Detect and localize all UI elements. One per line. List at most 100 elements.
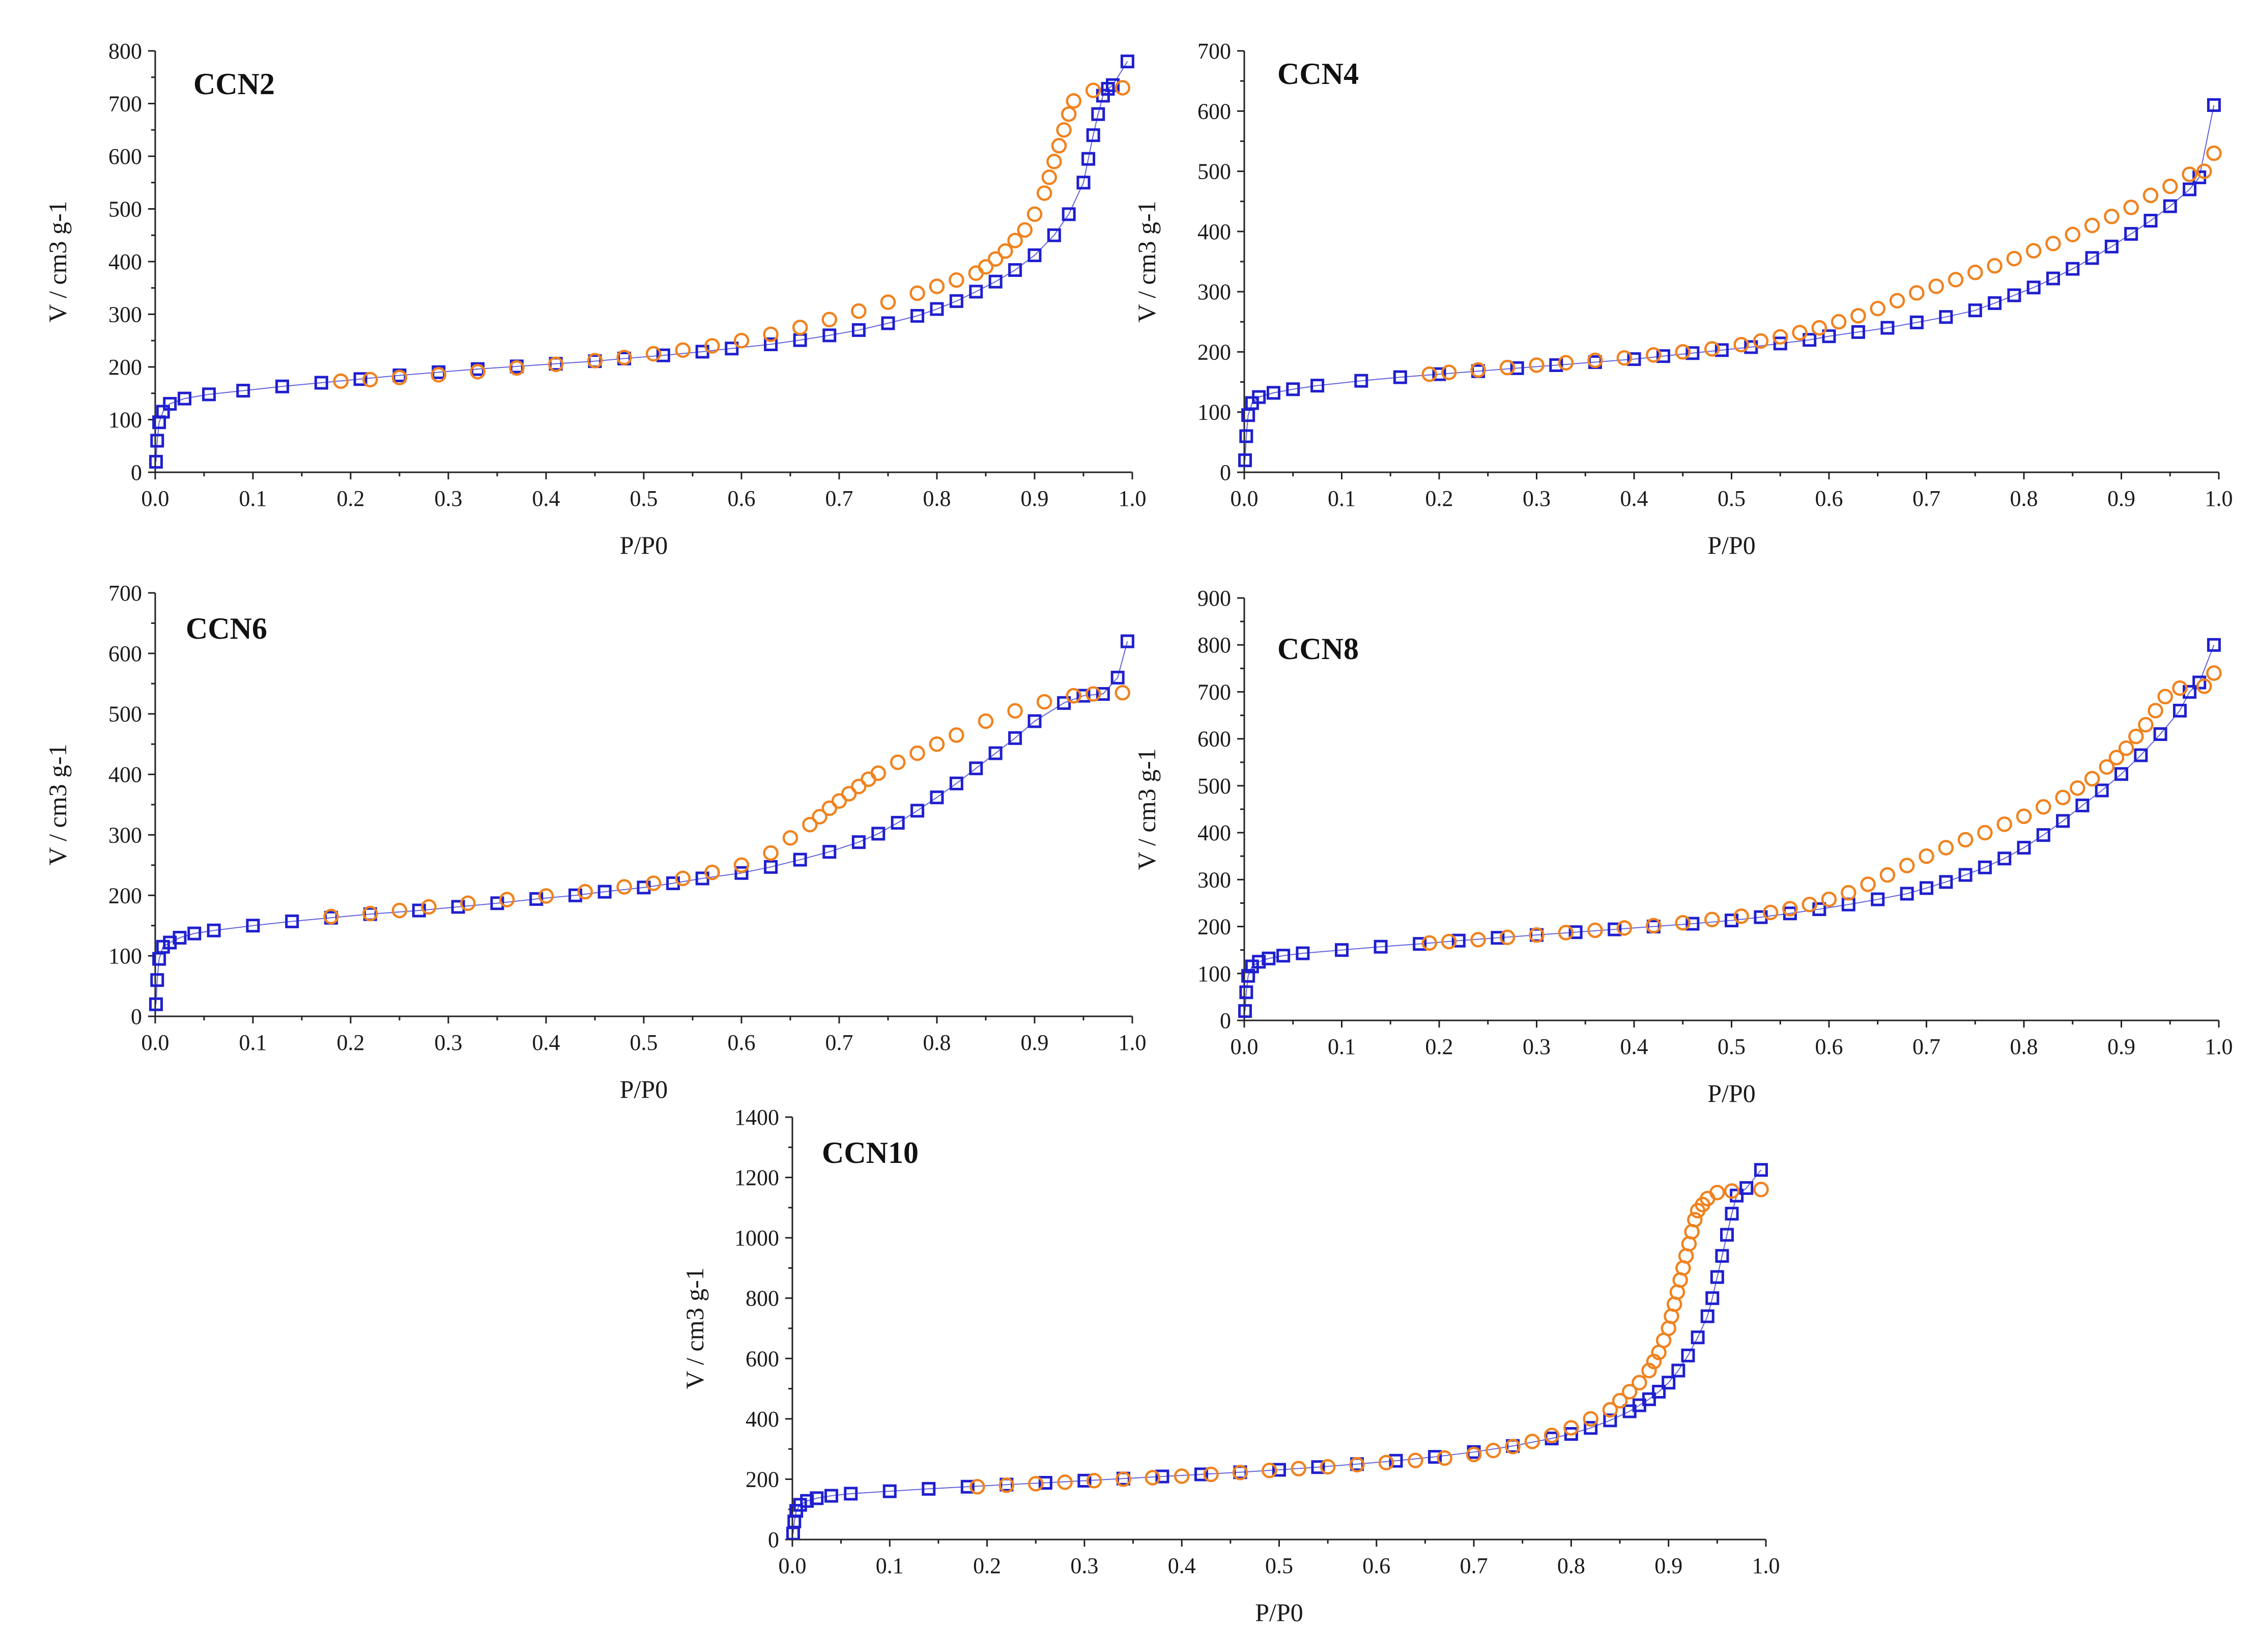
chart-panel-ccn6: 0.0 0.1 0.2 0.3 0.4 0.5 0.6 0.7 0.8 0.9 1.0 0 100 200… bbox=[43, 581, 1147, 1103]
adsorption-point bbox=[930, 790, 944, 805]
desorption-point bbox=[1724, 1183, 1740, 1199]
desorption-point bbox=[2142, 187, 2159, 204]
desorption-point bbox=[2148, 703, 2163, 719]
adsorption-point bbox=[1603, 1413, 1617, 1428]
adsorption-point bbox=[2066, 262, 2080, 276]
y-tick-label: 0 bbox=[131, 1004, 142, 1029]
adsorption-point bbox=[1715, 1249, 1729, 1263]
desorption-point bbox=[499, 892, 515, 907]
y-tick-label: 300 bbox=[1197, 279, 1231, 304]
adsorption-point bbox=[844, 1487, 858, 1501]
desorption-point bbox=[1583, 1411, 1598, 1427]
adsorption-point bbox=[1311, 1460, 1325, 1474]
y-tick-label: 0 bbox=[1220, 1008, 1231, 1033]
x-tick-label: 0.2 bbox=[337, 486, 365, 511]
adsorption-point bbox=[1608, 922, 1622, 936]
desorption-point bbox=[1919, 848, 1934, 864]
y-axis-title: V / cm3 g-1 bbox=[1132, 201, 1161, 322]
x-tick-label: 0.9 bbox=[1021, 1030, 1049, 1055]
adsorption-point bbox=[810, 1491, 824, 1505]
desorption-point bbox=[1041, 169, 1057, 185]
adsorption-point bbox=[1286, 382, 1300, 396]
x-tick-label: 0.5 bbox=[630, 1030, 658, 1055]
adsorption-point bbox=[1120, 634, 1134, 648]
y-tick-label: 400 bbox=[108, 762, 142, 787]
desorption-point bbox=[548, 356, 564, 373]
x-tick-label: 0.8 bbox=[1557, 1553, 1585, 1578]
adsorption-point bbox=[1880, 321, 1895, 335]
desorption-point bbox=[1987, 258, 2003, 274]
desorption-point bbox=[1938, 840, 1954, 856]
desorption-point bbox=[1704, 341, 1720, 357]
x-axis-title: P/P0 bbox=[620, 531, 668, 559]
desorption-point bbox=[1889, 293, 1905, 309]
y-tick-label: 400 bbox=[108, 249, 142, 274]
desorption-point bbox=[1616, 920, 1633, 936]
desorption-point bbox=[1441, 364, 1457, 380]
adsorption-point bbox=[202, 387, 216, 402]
adsorption-point bbox=[1851, 325, 1865, 339]
adsorption-point bbox=[1120, 54, 1134, 69]
desorption-point bbox=[1587, 352, 1603, 368]
y-tick-label: 200 bbox=[746, 1467, 779, 1492]
desorption-point bbox=[2196, 163, 2212, 179]
plot-area bbox=[786, 1163, 1769, 1540]
adsorption-point bbox=[882, 1484, 897, 1498]
plot-area bbox=[149, 54, 1134, 469]
adsorption-point bbox=[2046, 271, 2060, 286]
adsorption-point bbox=[2163, 199, 2177, 213]
y-axis-title: V / cm3 g-1 bbox=[43, 201, 72, 322]
desorption-point bbox=[1733, 908, 1749, 924]
desorption-point bbox=[1704, 912, 1720, 927]
desorption-point bbox=[782, 830, 798, 846]
adsorption-point bbox=[150, 973, 164, 987]
y-tick-label: 100 bbox=[1197, 400, 1231, 425]
adsorption-point bbox=[881, 316, 895, 330]
adsorption-point bbox=[910, 804, 925, 818]
desorption-point bbox=[1174, 1468, 1190, 1484]
panel-title: CCN10 bbox=[822, 1136, 919, 1170]
desorption-point bbox=[1421, 935, 1438, 951]
y-tick-label: 700 bbox=[108, 581, 142, 606]
desorption-point bbox=[2206, 145, 2222, 161]
adsorption-point bbox=[2007, 288, 2021, 302]
desorption-point bbox=[1408, 1452, 1423, 1468]
desorption-point bbox=[1558, 925, 1574, 941]
x-tick-label: 0.2 bbox=[1425, 486, 1453, 511]
adsorption-point bbox=[1491, 931, 1505, 945]
desorption-point bbox=[812, 809, 827, 825]
adsorption-point bbox=[1038, 1476, 1052, 1490]
adsorption-point bbox=[149, 454, 163, 469]
plot-area bbox=[1238, 98, 2222, 467]
adsorption-point bbox=[930, 302, 944, 316]
desorption-point bbox=[1470, 362, 1486, 378]
adsorption-point bbox=[2124, 227, 2138, 241]
desorption-point bbox=[509, 360, 525, 376]
y-tick-label: 200 bbox=[108, 355, 142, 380]
adsorption-point bbox=[1027, 248, 1042, 263]
adsorption-point bbox=[1627, 352, 1641, 366]
chart-panel-ccn2: 0.0 0.1 0.2 0.3 0.4 0.5 0.6 0.7 0.8 0.9 1.0 0 100 200… bbox=[43, 39, 1147, 559]
x-tick-label: 0.1 bbox=[239, 1030, 267, 1055]
adsorption-point bbox=[851, 835, 866, 849]
desorption-point bbox=[2128, 728, 2144, 745]
desorption-point bbox=[1850, 308, 1866, 324]
x-tick-label: 0.1 bbox=[876, 1553, 904, 1578]
x-tick-label: 0.3 bbox=[435, 1030, 463, 1055]
adsorption-point bbox=[871, 827, 885, 841]
x-tick-label: 1.0 bbox=[1119, 486, 1147, 511]
adsorption-point bbox=[1549, 358, 1563, 372]
adsorption-point bbox=[1008, 731, 1022, 745]
desorption-point bbox=[2065, 226, 2080, 243]
adsorption-point bbox=[1296, 946, 1310, 960]
x-tick-label: 0.5 bbox=[1718, 1034, 1746, 1059]
desorption-point bbox=[675, 870, 691, 887]
x-tick-label: 0.1 bbox=[239, 486, 267, 511]
y-tick-label: 400 bbox=[1197, 820, 1231, 845]
adsorption-point bbox=[1705, 1291, 1720, 1305]
adsorption-point bbox=[2207, 638, 2221, 652]
desorption-point bbox=[2157, 689, 2173, 704]
y-tick-label: 100 bbox=[108, 944, 142, 969]
desorption-point bbox=[861, 771, 876, 787]
desorption-point bbox=[538, 888, 554, 904]
